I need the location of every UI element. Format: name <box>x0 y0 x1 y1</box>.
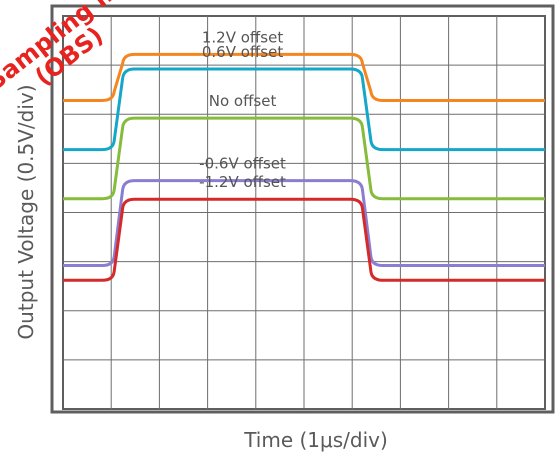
series-line-3 <box>63 179 545 268</box>
series-line-1 <box>63 67 545 152</box>
series-label-0: 1.2V offset <box>202 28 283 46</box>
plot-frame-outer <box>50 4 555 414</box>
series-label-1: 0.6V offset <box>202 43 283 61</box>
grid <box>63 16 545 409</box>
y-axis-label: Output Voltage (0.5V/div) <box>14 84 38 339</box>
x-axis-label: Time (1μs/div) <box>243 428 388 452</box>
series-label-3: -0.6V offset <box>199 155 286 173</box>
series-line-0 <box>63 52 545 102</box>
series-label-2: No offset <box>209 92 277 110</box>
series-label-4: -1.2V offset <box>199 173 286 191</box>
series-group <box>63 52 545 282</box>
series-line-2 <box>63 116 545 201</box>
series-line-4 <box>63 197 545 282</box>
